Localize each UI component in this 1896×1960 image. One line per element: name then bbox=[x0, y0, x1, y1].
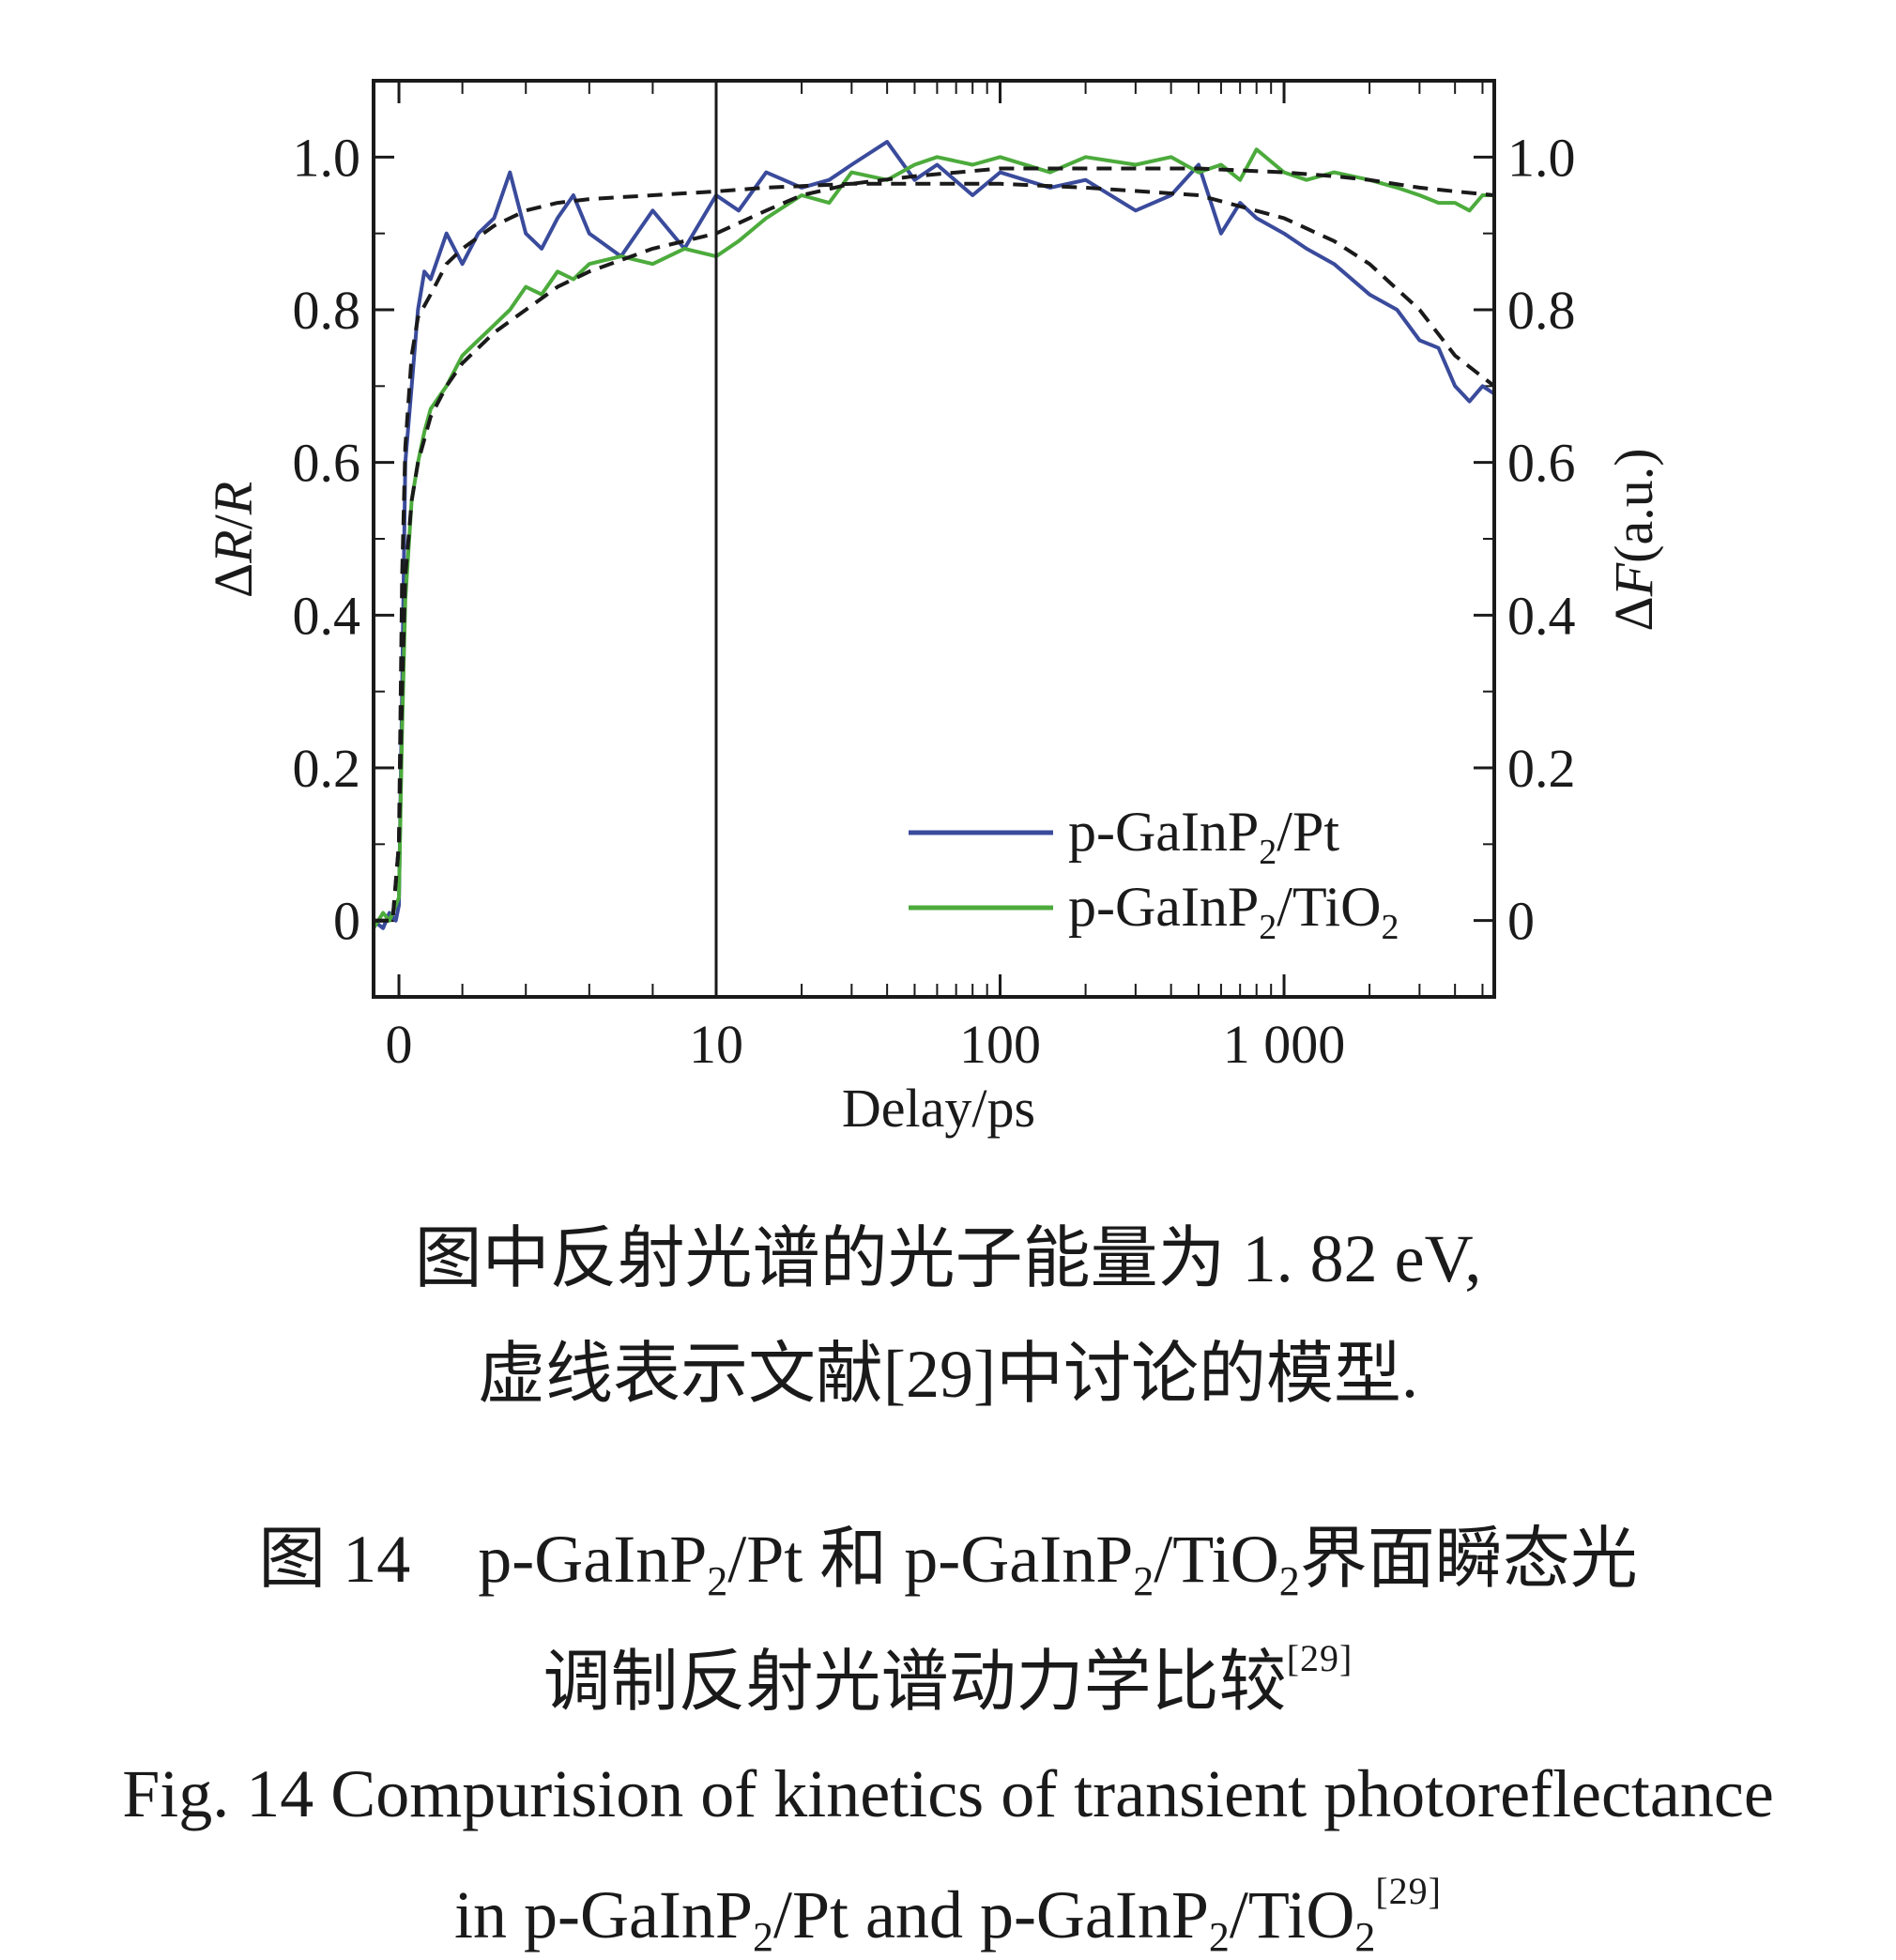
x-axis-title: Delay/ps bbox=[842, 1078, 1035, 1139]
legend-label-tio2: p-GaInP2/TiO2 bbox=[1068, 876, 1399, 947]
x-tick-label: 1 000 bbox=[1223, 1014, 1346, 1075]
figure-title-en-line2: in p-GaInP2/Pt and p-GaInP2/TiO2[29] bbox=[453, 1870, 1442, 1960]
citation-ref-en: [29] bbox=[1375, 1870, 1442, 1912]
figure-title-cn-line2: 调制反射光谱动力学比较[29] bbox=[543, 1637, 1353, 1720]
y-tick-label-left: 1.0 bbox=[293, 127, 361, 188]
legend-label-pt: p-GaInP2/Pt bbox=[1068, 801, 1339, 872]
y-tick-label-left: 0.8 bbox=[293, 280, 361, 341]
figure-title-en-line1: Fig. 14 Compurision of kinetics of trans… bbox=[122, 1756, 1774, 1831]
y-tick-label-right: 0 bbox=[1507, 891, 1535, 952]
x-tick-label: 100 bbox=[959, 1014, 1041, 1075]
y-tick-label-right: 0.4 bbox=[1507, 585, 1576, 646]
x-tick-label: 10 bbox=[689, 1014, 743, 1075]
y-tick-label-left: 0.2 bbox=[293, 738, 361, 799]
y-tick-label-left: 0.6 bbox=[293, 433, 361, 494]
y-tick-label-left: 0.4 bbox=[293, 585, 361, 646]
y-tick-label-right: 1.0 bbox=[1507, 127, 1576, 188]
caption-note-line1: 图中反射光谱的光子能量为 1. 82 eV, bbox=[414, 1221, 1482, 1296]
chart: 0 0 0.2 0.2 0.4 0.4 0.6 0.6 0.8 0.8 1.0 1.0 0 10 100 1 … bbox=[203, 79, 1664, 1139]
citation-ref: [29] bbox=[1286, 1637, 1353, 1679]
series-layer bbox=[372, 140, 1496, 930]
model-dashed-line-3 bbox=[374, 166, 1495, 923]
series-line-1 bbox=[372, 147, 1494, 929]
figure-title-cn-line1: 图 14 p-GaInP2/Pt 和 p-GaInP2/TiO2界面瞬态光 bbox=[258, 1522, 1638, 1604]
series-line-0 bbox=[372, 140, 1496, 930]
plot-frame bbox=[372, 79, 1496, 999]
labels-layer: 0 0 0.2 0.2 0.4 0.4 0.6 0.6 0.8 0.8 1.0 1.0 0 10 100 1 … bbox=[293, 127, 1576, 1075]
y-tick-label-right: 0.2 bbox=[1507, 738, 1576, 799]
y-tick-label-right: 0.6 bbox=[1507, 433, 1576, 494]
y-axis-title-left: ΔR/R bbox=[203, 482, 264, 598]
x-tick-label: 0 bbox=[386, 1014, 413, 1075]
y-tick-label-left: 0 bbox=[333, 891, 360, 952]
figure-number-cn: 图 14 bbox=[258, 1522, 411, 1597]
y-tick-label-right: 0.8 bbox=[1507, 280, 1576, 341]
y-axis-title-right: ΔF(a.u.) bbox=[1603, 448, 1664, 631]
legend: p-GaInP2/Pt p-GaInP2/TiO2 bbox=[909, 801, 1399, 947]
model-dashed-line-2 bbox=[374, 181, 1496, 923]
caption-note-line2: 虚线表示文献[29]中讨论的模型. bbox=[478, 1337, 1418, 1412]
